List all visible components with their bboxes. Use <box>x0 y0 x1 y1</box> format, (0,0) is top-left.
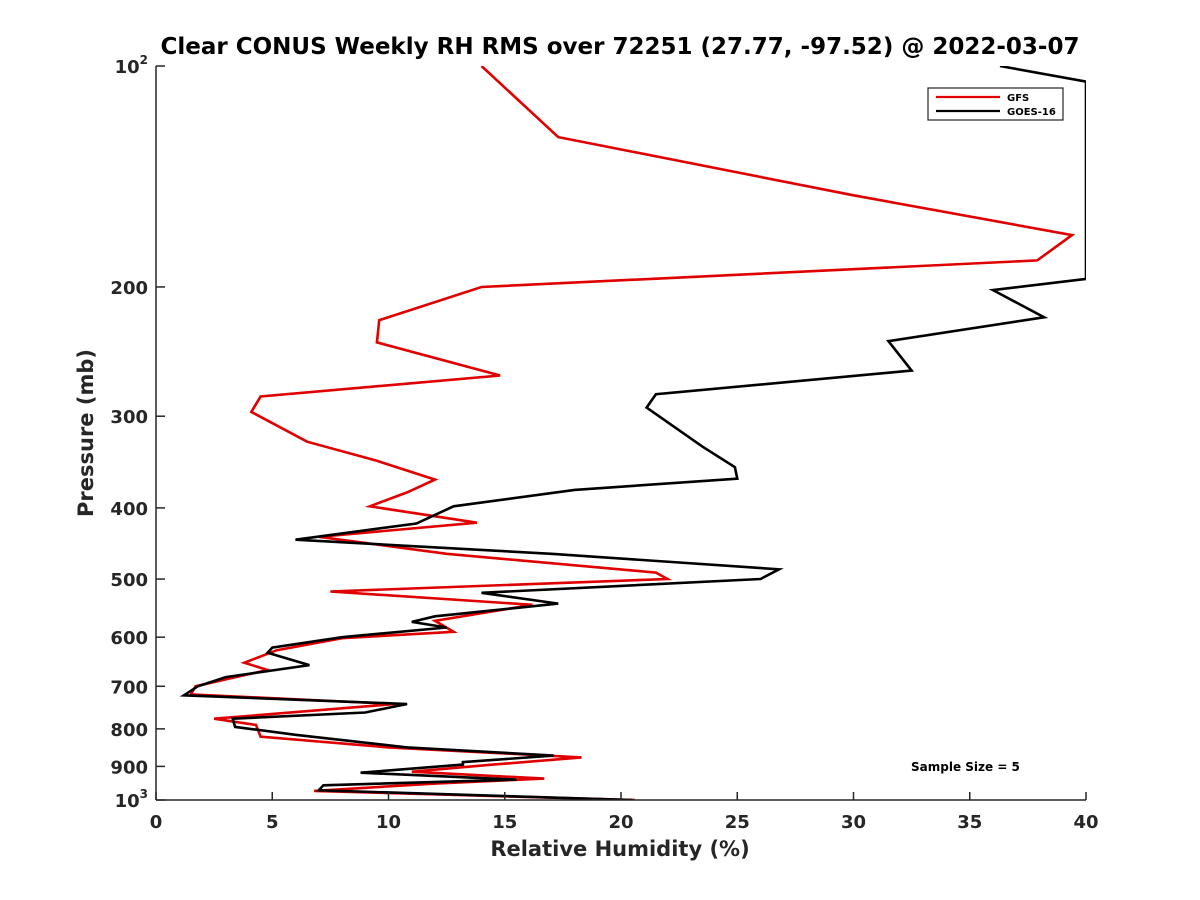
x-tick-label: 40 <box>1073 812 1098 833</box>
x-tick-label: 20 <box>608 812 633 833</box>
y-tick-label: 102 <box>115 53 148 78</box>
y-tick-label: 300 <box>110 407 148 428</box>
x-tick-label: 30 <box>841 812 866 833</box>
y-axis-label: Pressure (mb) <box>74 349 98 517</box>
legend-entry-gfs: GFS <box>1007 93 1029 104</box>
x-axis-label: Relative Humidity (%) <box>490 837 749 861</box>
chart-title: Clear CONUS Weekly RH RMS over 72251 (27… <box>161 34 1080 60</box>
x-tick-label: 5 <box>266 812 279 833</box>
series-line-goes16 <box>179 66 1086 800</box>
x-tick-label: 15 <box>492 812 517 833</box>
y-tick-label: 500 <box>110 570 148 591</box>
y-tick-label: 103 <box>115 787 148 812</box>
x-tick-label: 35 <box>957 812 982 833</box>
y-tick-label: 700 <box>110 677 148 698</box>
series-layer <box>179 66 1086 800</box>
y-axis-ticks: 102 200 300 400 500 600 700 800 900 103 <box>110 53 165 812</box>
y-tick-label: 900 <box>110 757 148 778</box>
series-line-gfs <box>188 66 1076 800</box>
x-tick-label: 0 <box>150 812 163 833</box>
y-tick-label: 400 <box>110 499 148 520</box>
plot-area: 0 5 10 15 20 25 30 35 40 102 200 300 400 500 600 700 80… <box>110 53 1098 833</box>
legend: GFS GOES-16 <box>927 87 1064 121</box>
legend-entry-goes16: GOES-16 <box>1007 107 1056 118</box>
x-tick-label: 25 <box>725 812 750 833</box>
y-tick-label: 800 <box>110 720 148 741</box>
x-axis-ticks: 0 5 10 15 20 25 30 35 40 <box>150 792 1099 833</box>
y-tick-label: 200 <box>110 278 148 299</box>
y-tick-label: 600 <box>110 628 148 649</box>
legend-box <box>927 87 1064 121</box>
x-tick-label: 10 <box>376 812 401 833</box>
sample-size-annotation: Sample Size = 5 <box>911 760 1020 774</box>
